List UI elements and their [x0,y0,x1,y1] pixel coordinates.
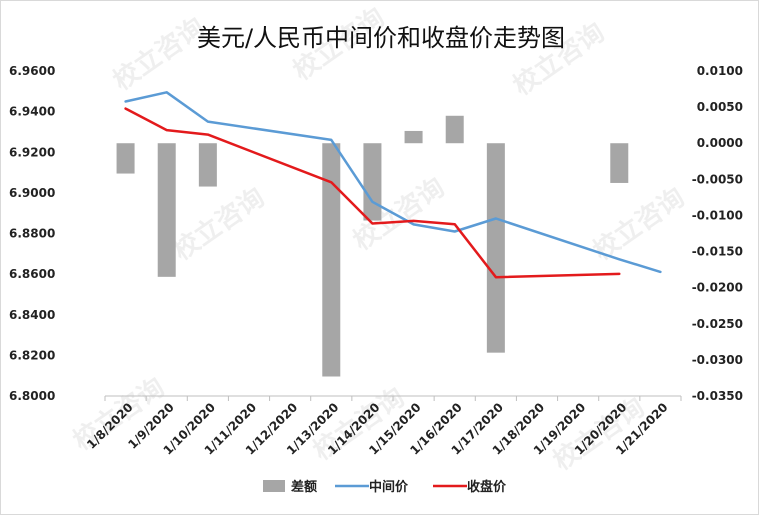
right-tick-label: -0.0250 [692,317,743,331]
left-tick-label: 6.8200 [9,348,55,362]
right-tick-label: -0.0050 [692,172,743,186]
right-tick-label: 0.0000 [697,136,743,150]
watermark-text: 校立咨询 [167,182,270,267]
left-tick-label: 6.8600 [9,267,55,281]
bar [486,143,505,353]
legend-label: 差额 [291,479,317,495]
left-tick-label: 6.9600 [9,64,55,78]
bar [116,143,135,174]
right-axis: 0.0100 0.0050 0.0000 -0.0050 -0.0100 -0.0150 -… [692,64,743,403]
bar [404,130,423,144]
series-line [124,91,662,274]
bar [445,115,464,144]
right-tick-label: -0.0200 [692,281,743,295]
right-tick-label: -0.0350 [692,389,743,403]
legend: 差额 中间价 收盘价 [263,479,507,495]
left-tick-label: 6.9200 [9,145,55,159]
chart-title: 美元/人民币中间价和收盘价走势图 [197,24,565,52]
legend-swatch [263,480,285,492]
bar [157,143,176,277]
bar [322,143,341,377]
series-line [124,107,621,279]
bar [610,143,629,183]
left-axis: 6.9600 6.9400 6.9200 6.9000 6.8800 6.8600 6.84… [9,64,55,403]
legend-label: 收盘价 [467,479,507,495]
bar [198,143,217,187]
left-tick-label: 6.8800 [9,227,55,241]
right-tick-label: -0.0150 [692,245,743,259]
legend-label: 中间价 [369,479,409,495]
left-tick-label: 6.8000 [9,389,55,403]
left-tick-label: 6.8400 [9,308,55,322]
watermark-text: 校立咨询 [107,12,210,97]
bar-series [116,115,629,377]
right-tick-label: -0.0300 [692,353,743,367]
right-tick-label: 0.0100 [697,64,743,78]
right-tick-label: -0.0100 [692,208,743,222]
left-tick-label: 6.9000 [9,186,55,200]
left-tick-label: 6.9400 [9,105,55,119]
right-tick-label: 0.0050 [697,100,743,114]
bar [363,143,382,221]
line-series [124,91,662,279]
